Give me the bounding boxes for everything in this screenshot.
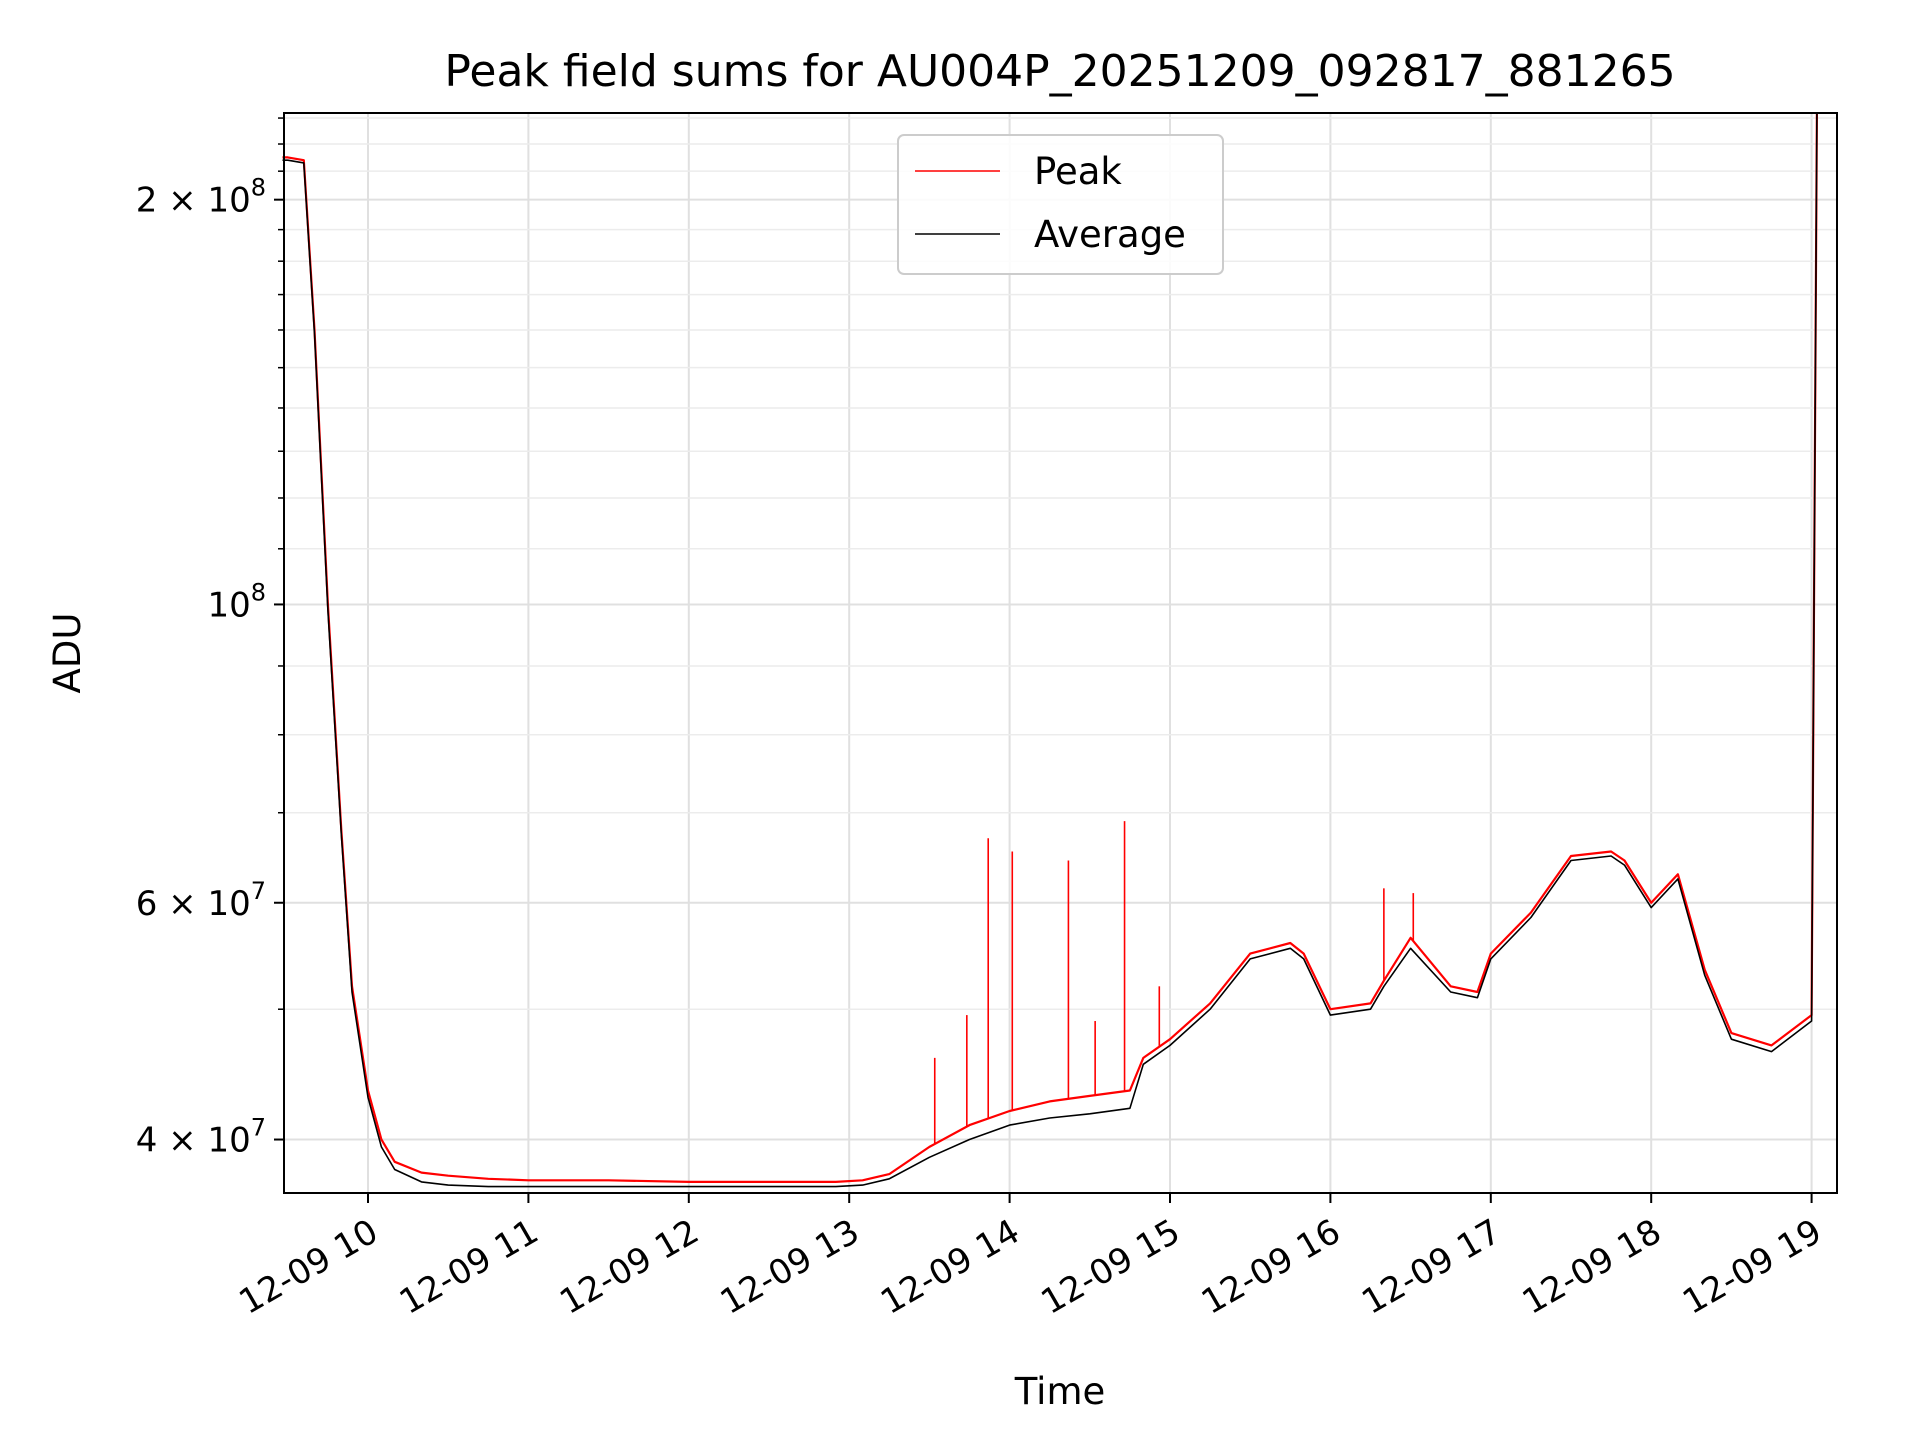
legend: Peak Average <box>897 134 1224 275</box>
legend-box <box>897 134 1224 275</box>
series-average-line <box>282 112 1818 1188</box>
x-axis-label: Time <box>1014 1370 1106 1413</box>
plot-frame <box>283 112 1838 1194</box>
y-tick-label: 4 × 107 <box>136 1114 266 1161</box>
series-layer <box>282 112 1819 1188</box>
y-tick-label: 6 × 107 <box>136 877 266 924</box>
chart-title: Peak field sums for AU004P_20251209_0928… <box>444 46 1675 97</box>
series-peak-line <box>282 112 1819 1184</box>
y-axis-label: ADU <box>46 613 89 694</box>
legend-peak-label: Peak <box>1034 150 1122 193</box>
y-tick-label: 2 × 108 <box>136 174 266 221</box>
legend-average-label: Average <box>1034 213 1186 256</box>
